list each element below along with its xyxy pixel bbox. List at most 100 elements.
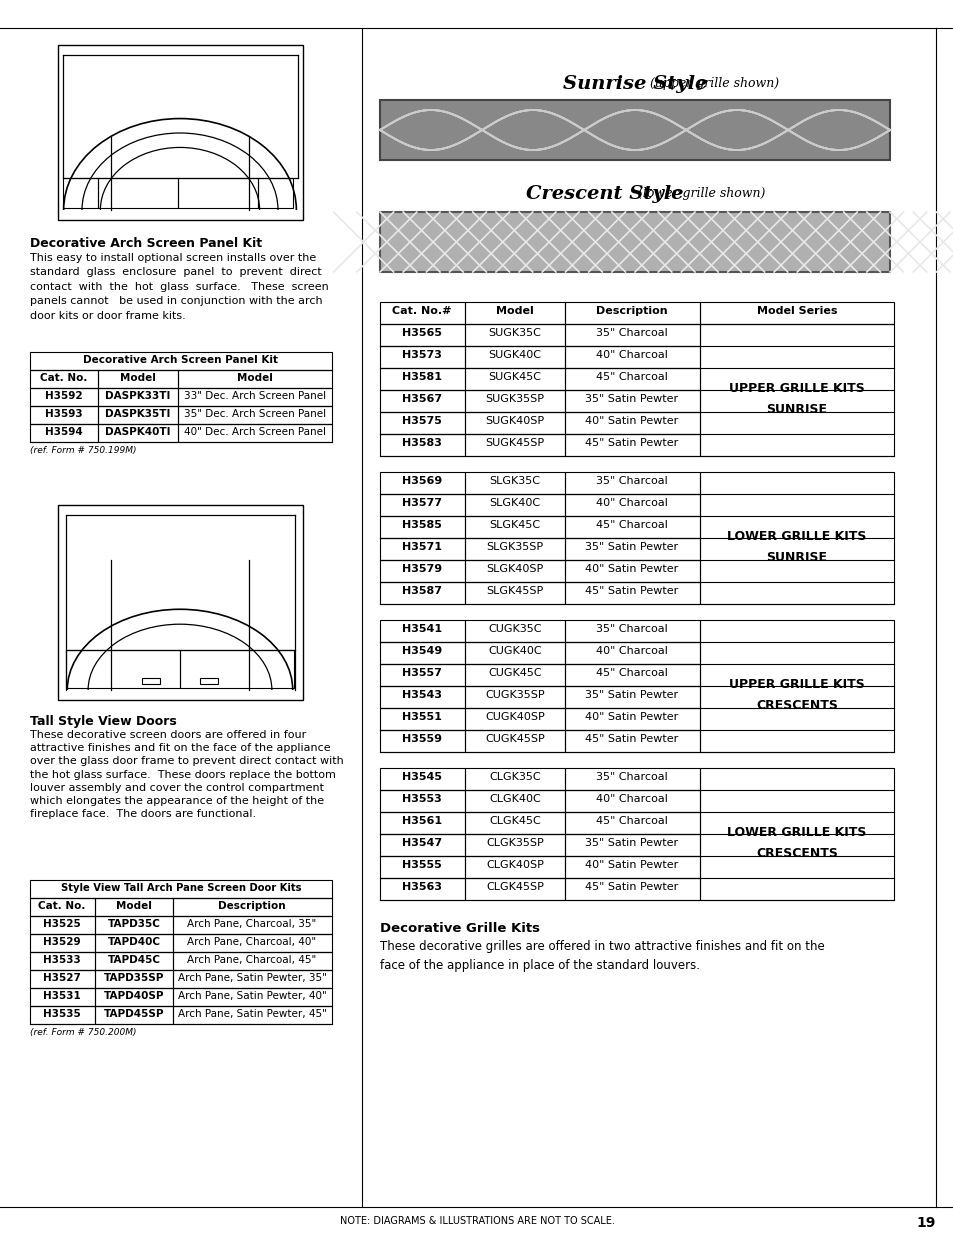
Bar [564, 582, 700, 604]
Bar [379, 834, 464, 856]
Text: UPPER GRILLE KITS
CRESCENTS: UPPER GRILLE KITS CRESCENTS [728, 678, 864, 713]
Bar [172, 916, 332, 934]
Bar [172, 934, 332, 952]
Text: 35" Charcoal: 35" Charcoal [596, 772, 667, 782]
Bar [564, 559, 700, 582]
Text: 40" Satin Pewter: 40" Satin Pewter [585, 713, 678, 722]
Bar [95, 952, 172, 969]
Bar [700, 620, 893, 752]
Bar [172, 988, 332, 1007]
Text: 35" Charcoal: 35" Charcoal [596, 329, 667, 338]
Text: H3533: H3533 [43, 955, 81, 965]
Text: 45" Charcoal: 45" Charcoal [596, 372, 667, 382]
Text: H3551: H3551 [401, 713, 441, 722]
Bar [379, 412, 464, 433]
Bar [58, 44, 303, 220]
Text: CLGK40C: CLGK40C [489, 794, 540, 804]
Text: 35" Satin Pewter: 35" Satin Pewter [585, 690, 678, 700]
Bar [379, 100, 889, 161]
Text: Arch Pane, Satin Pewter, 35": Arch Pane, Satin Pewter, 35" [177, 973, 326, 983]
Text: SLGK40SP: SLGK40SP [486, 564, 543, 574]
Text: H3543: H3543 [401, 690, 441, 700]
Bar [98, 406, 178, 424]
Text: H3527: H3527 [43, 973, 81, 983]
Text: Arch Pane, Charcoal, 35": Arch Pane, Charcoal, 35" [187, 919, 316, 929]
Bar [66, 650, 180, 688]
Bar [178, 424, 332, 442]
Bar [95, 898, 172, 916]
Text: H3583: H3583 [401, 438, 441, 448]
Text: Model: Model [496, 306, 534, 316]
Bar [564, 303, 700, 324]
Bar [58, 505, 303, 700]
Text: CLGK35C: CLGK35C [489, 772, 540, 782]
Text: TAPD45C: TAPD45C [108, 955, 160, 965]
Text: Tall Style View Doors: Tall Style View Doors [30, 715, 176, 727]
Bar [464, 538, 564, 559]
Text: 40" Satin Pewter: 40" Satin Pewter [585, 860, 678, 869]
Bar [464, 834, 564, 856]
Text: These decorative screen doors are offered in four
attractive finishes and fit on: These decorative screen doors are offere… [30, 730, 343, 819]
Text: 45" Satin Pewter: 45" Satin Pewter [585, 438, 678, 448]
Text: H3592: H3592 [45, 391, 83, 401]
Text: H3569: H3569 [401, 475, 441, 487]
Bar [564, 878, 700, 900]
Text: SLGK40C: SLGK40C [489, 498, 540, 508]
Bar [564, 346, 700, 368]
Text: TAPD40C: TAPD40C [108, 937, 160, 947]
Bar [379, 212, 889, 272]
Text: Model: Model [236, 373, 273, 383]
Text: 35" Satin Pewter: 35" Satin Pewter [585, 542, 678, 552]
Bar [564, 516, 700, 538]
Text: H3579: H3579 [401, 564, 441, 574]
Bar [464, 685, 564, 708]
Text: Cat. No.: Cat. No. [40, 373, 88, 383]
Bar [379, 494, 464, 516]
Text: H3545: H3545 [401, 772, 441, 782]
Text: Cat. No.#: Cat. No.# [392, 306, 452, 316]
Text: Description: Description [596, 306, 667, 316]
Bar [98, 370, 178, 388]
Text: 45" Satin Pewter: 45" Satin Pewter [585, 585, 678, 597]
Bar [379, 516, 464, 538]
Bar [30, 934, 95, 952]
Bar [379, 433, 464, 456]
Bar [379, 390, 464, 412]
Bar [464, 620, 564, 642]
Text: H3573: H3573 [401, 350, 441, 359]
Text: H3525: H3525 [43, 919, 81, 929]
Bar [700, 768, 893, 900]
Text: Decorative Grille Kits: Decorative Grille Kits [379, 923, 539, 935]
Bar [379, 582, 464, 604]
Text: SUGK45C: SUGK45C [488, 372, 541, 382]
Bar [564, 433, 700, 456]
Text: Model: Model [116, 902, 152, 911]
Text: CUGK40C: CUGK40C [488, 646, 541, 656]
Text: Description: Description [218, 902, 286, 911]
Bar [30, 424, 98, 442]
Text: LOWER GRILLE KITS
CRESCENTS: LOWER GRILLE KITS CRESCENTS [726, 826, 865, 860]
Text: This easy to install optional screen installs over the
standard  glass  enclosur: This easy to install optional screen ins… [30, 253, 329, 321]
Text: 45" Charcoal: 45" Charcoal [596, 520, 667, 530]
Bar [564, 708, 700, 730]
Bar [30, 370, 98, 388]
Text: 40" Charcoal: 40" Charcoal [596, 794, 667, 804]
Bar [95, 916, 172, 934]
Text: Style View Tall Arch Pane Screen Door Kits: Style View Tall Arch Pane Screen Door Ki… [61, 883, 301, 893]
Text: H3561: H3561 [401, 816, 441, 826]
Bar [98, 424, 178, 442]
Bar [172, 952, 332, 969]
Bar [379, 538, 464, 559]
Bar [464, 811, 564, 834]
Bar [564, 324, 700, 346]
Bar [564, 730, 700, 752]
Bar [30, 952, 95, 969]
Bar [379, 324, 464, 346]
Text: CUGK40SP: CUGK40SP [485, 713, 544, 722]
Bar [564, 494, 700, 516]
Text: H3529: H3529 [43, 937, 81, 947]
Bar [172, 969, 332, 988]
Text: Arch Pane, Satin Pewter, 45": Arch Pane, Satin Pewter, 45" [177, 1009, 326, 1019]
Bar [564, 811, 700, 834]
Bar [564, 472, 700, 494]
